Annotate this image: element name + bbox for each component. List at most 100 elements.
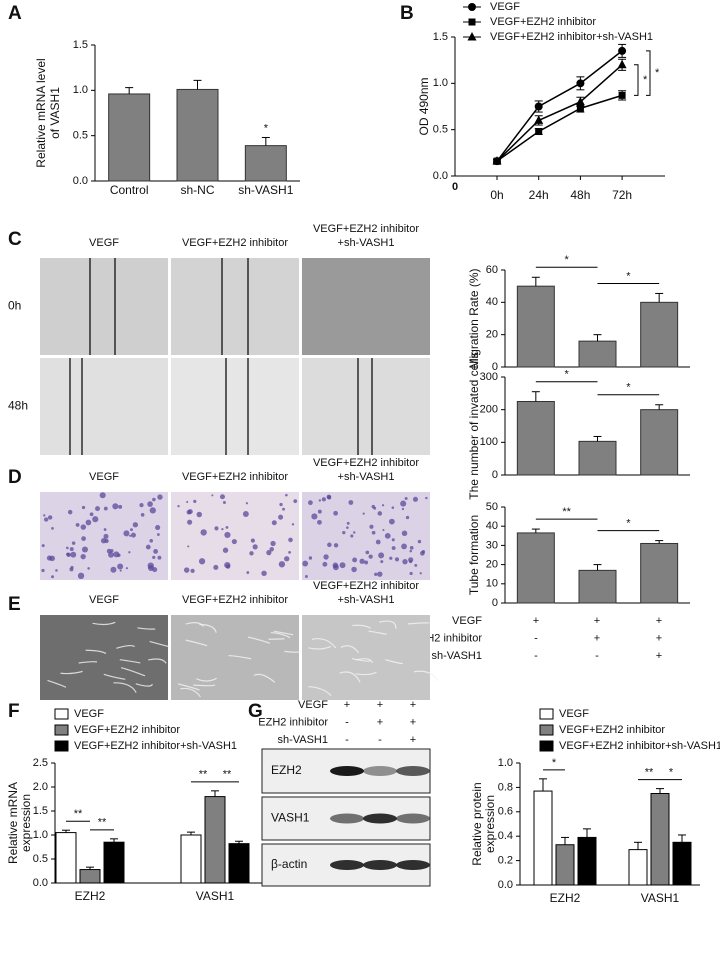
band: [330, 860, 364, 870]
micrograph: [302, 615, 430, 700]
cell: [152, 555, 156, 560]
cell: [99, 492, 106, 499]
cell: [41, 568, 45, 573]
treatment-cell: +: [656, 615, 662, 627]
band: [363, 860, 397, 870]
cell: [369, 524, 374, 529]
treatment-cell: +: [533, 615, 539, 627]
panel-letter: A: [8, 3, 22, 24]
cell: [401, 507, 405, 511]
cell: [70, 565, 74, 569]
band-label: β-actin: [271, 857, 307, 871]
cell: [400, 500, 407, 507]
cell: [304, 575, 308, 578]
cell: [269, 547, 274, 552]
tube: [178, 683, 200, 691]
tube: [355, 658, 374, 664]
significance-label: *: [626, 270, 631, 282]
treatment-cell: -: [534, 650, 538, 662]
cell: [41, 544, 45, 548]
cell: [270, 540, 276, 547]
cell: [318, 499, 322, 502]
y-axis-label: expression: [483, 795, 497, 853]
significance-label: **: [74, 808, 83, 820]
series-line: [496, 50, 623, 162]
x-tick-label: 24h: [529, 188, 549, 202]
tube: [47, 679, 67, 688]
treatment-cell: -: [378, 734, 382, 746]
y-tick-label: 0.6: [498, 806, 513, 818]
cell: [43, 514, 46, 517]
bar: [228, 843, 250, 884]
column-header: VEGF+EZH2 inhibitor: [182, 471, 288, 483]
y-tick-label: 60: [486, 264, 498, 276]
column-header: +sh-VASH1: [338, 237, 395, 249]
y-tick-label: 0.5: [433, 124, 448, 136]
cell: [288, 551, 291, 554]
origin-label: 0: [452, 181, 458, 193]
y-axis-label: of VASH1: [48, 87, 62, 139]
column-header: VEGF+EZH2 inhibitor: [182, 237, 288, 249]
band-label: VASH1: [271, 811, 310, 825]
cell: [419, 572, 422, 575]
cell: [128, 551, 131, 554]
y-tick-label: 1.5: [433, 31, 448, 43]
column-header: +sh-VASH1: [338, 594, 395, 606]
bar: [204, 796, 226, 884]
cell: [149, 507, 156, 514]
cell: [187, 545, 190, 548]
cell: [125, 567, 129, 570]
tube: [137, 627, 156, 630]
significance-label: **: [199, 769, 208, 781]
cell: [417, 539, 422, 544]
cell: [152, 567, 158, 573]
x-tick-label: EZH2: [550, 891, 581, 905]
tube: [308, 645, 332, 650]
y-axis-label: expression: [19, 794, 33, 852]
row-label: 48h: [8, 399, 28, 413]
cell: [147, 501, 153, 507]
micrograph: [171, 258, 299, 355]
legend-label: VEGF+EZH2 inhibitor+sh-VASH1: [559, 740, 720, 752]
micrograph: [302, 492, 430, 580]
cell: [224, 531, 231, 539]
tube: [385, 659, 403, 665]
treatment-label: sh-VASH1: [431, 650, 482, 662]
cell: [381, 504, 385, 507]
cell: [103, 506, 108, 511]
bar: [578, 569, 617, 604]
cell: [110, 549, 114, 553]
cell: [412, 496, 418, 502]
cell: [117, 563, 124, 570]
cell: [377, 511, 383, 516]
significance-label: *: [643, 74, 648, 86]
y-axis-label: Relative mRNA: [6, 782, 20, 864]
cell: [213, 564, 219, 570]
legend-label: VEGF+EZH2 inhibitor: [74, 724, 180, 736]
cell: [339, 562, 346, 569]
legend-label: VEGF: [559, 708, 589, 720]
legend-swatch: [54, 708, 69, 720]
tube: [85, 649, 107, 654]
treatment-cell: +: [656, 632, 662, 644]
cell: [350, 534, 354, 538]
cell: [380, 560, 384, 564]
y-tick-label: 0.0: [498, 879, 513, 891]
tube: [135, 683, 153, 687]
treatment-cell: +: [410, 716, 416, 728]
cell: [317, 509, 322, 514]
bar: [640, 301, 679, 368]
cell: [250, 538, 255, 543]
tube: [284, 650, 302, 653]
tube: [407, 622, 430, 625]
marker: [534, 102, 543, 111]
cell: [409, 549, 413, 553]
cell: [112, 503, 119, 510]
cell: [321, 497, 326, 502]
cell: [51, 527, 54, 530]
cell: [153, 549, 159, 554]
tube: [247, 636, 271, 644]
treatment-cell: +: [410, 734, 416, 746]
cell: [129, 534, 132, 537]
cell: [401, 543, 407, 550]
